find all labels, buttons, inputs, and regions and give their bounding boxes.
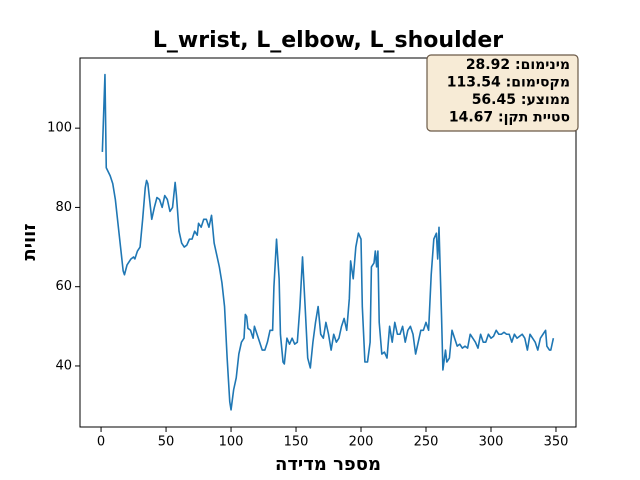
x-tick-label: 250: [414, 435, 439, 450]
stats-line: סטיית תקן: 14.67: [449, 110, 570, 126]
stats-box: [426, 54, 579, 132]
data-line: [101, 73, 555, 411]
plot-frame: [79, 57, 577, 428]
x-tick-label: 350: [544, 435, 569, 450]
y-tick-label: 100: [47, 121, 72, 136]
x-tick-label: 200: [349, 435, 374, 450]
chart-title: L_wrist, L_elbow, L_shoulder: [153, 28, 503, 53]
x-tick-label: 150: [284, 435, 309, 450]
y-tick-label: 80: [55, 200, 72, 215]
x-tick-label: 50: [158, 435, 175, 450]
y-tick-label: 60: [55, 279, 72, 294]
y-tick-label: 40: [55, 358, 72, 373]
stats-line: ממוצע: 56.45: [472, 92, 570, 108]
stats-line: מקסימום: 113.54: [447, 75, 570, 91]
y-axis-label: זווית: [19, 223, 40, 260]
x-tick-label: 0: [97, 435, 105, 450]
stats-line: מינימום: 28.92: [466, 57, 570, 73]
x-axis-label: מספר מדידה: [275, 454, 381, 475]
x-tick-label: 100: [219, 435, 244, 450]
x-tick-label: 300: [479, 435, 504, 450]
